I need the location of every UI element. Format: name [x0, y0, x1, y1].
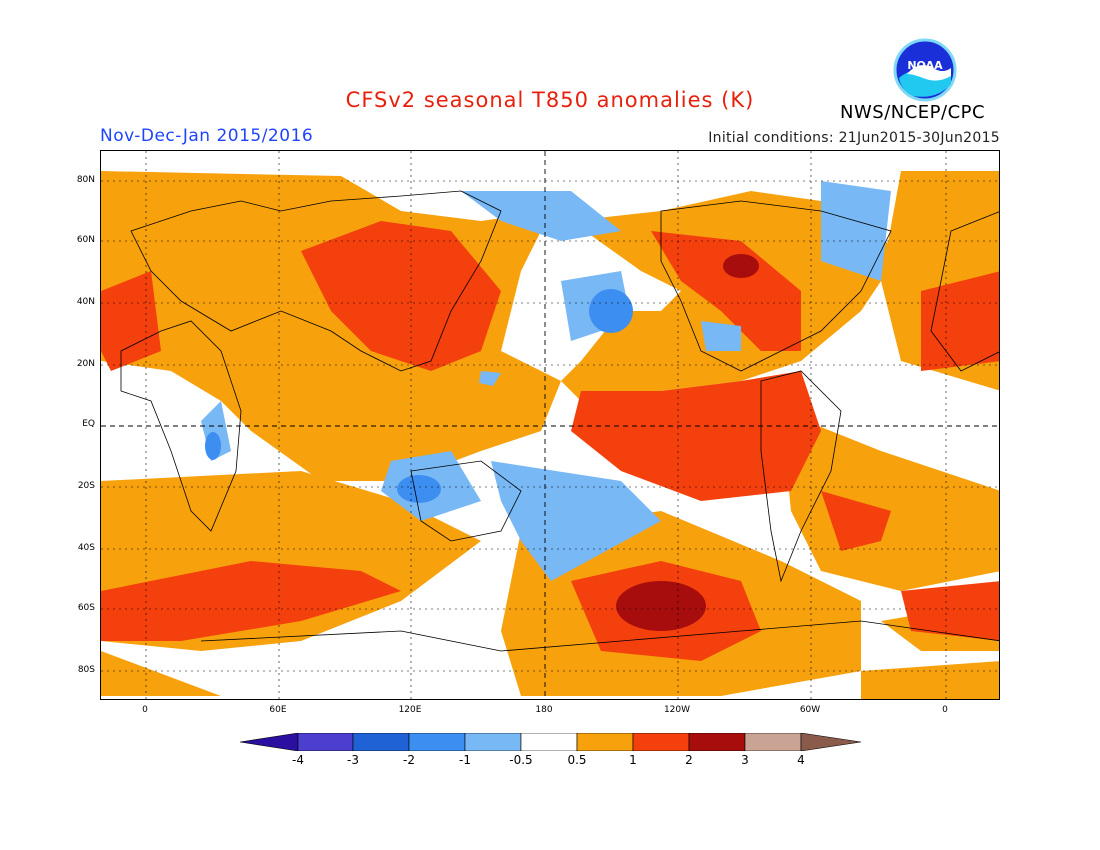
color-legend — [240, 733, 862, 751]
map-canvas — [101, 151, 999, 699]
lat-label: 20N — [76, 359, 95, 369]
warm-anomaly-high — [616, 254, 759, 631]
lon-label: 120W — [663, 705, 691, 715]
legend-label: 0.5 — [567, 753, 587, 767]
lat-label: 80S — [77, 665, 95, 675]
coastlines — [120, 190, 999, 652]
legend-swatch — [352, 733, 410, 751]
equator-dateline — [101, 151, 999, 699]
forecast-period: Nov-Dec-Jan 2015/2016 — [100, 126, 314, 146]
lat-label: EQ — [82, 419, 95, 429]
lon-label: 0 — [142, 705, 148, 715]
legend-swatch — [408, 733, 466, 751]
graticule — [101, 151, 999, 699]
legend-swatch — [688, 733, 746, 751]
lon-label: 60E — [269, 705, 287, 715]
lat-label: 60S — [77, 603, 95, 613]
lat-label: 80N — [76, 175, 95, 185]
lat-label: 40S — [77, 543, 95, 553]
legend-label: -2 — [403, 753, 415, 767]
legend-swatch — [520, 733, 578, 751]
anomaly-map — [100, 150, 1000, 700]
lon-label: 60W — [799, 705, 821, 715]
legend-label: 2 — [685, 753, 693, 767]
legend-label: 1 — [629, 753, 637, 767]
cool-anomaly-mid — [205, 289, 633, 503]
legend-label: 3 — [741, 753, 749, 767]
legend-swatch — [464, 733, 522, 751]
logo-text: NOAA — [907, 59, 943, 72]
noaa-logo: NOAA — [893, 38, 957, 102]
legend-label: -3 — [347, 753, 359, 767]
agency-label: NWS/NCEP/CPC — [840, 102, 986, 123]
legend-swatch — [297, 733, 354, 751]
legend-arrow-low — [240, 733, 299, 751]
legend-label: -4 — [292, 753, 304, 767]
legend-label: 4 — [797, 753, 805, 767]
legend-swatch — [744, 733, 802, 751]
legend-arrow-high — [800, 733, 862, 751]
initial-conditions: Initial conditions: 21Jun2015-30Jun2015 — [708, 130, 1000, 146]
lat-label: 60N — [76, 235, 95, 245]
lat-label: 40N — [76, 297, 95, 307]
lon-label: 120E — [398, 705, 422, 715]
lat-label: 20S — [77, 481, 95, 491]
lon-label: 0 — [942, 705, 948, 715]
lon-label: 180 — [535, 705, 553, 715]
legend-label: -0.5 — [509, 753, 533, 767]
map-title: CFSv2 seasonal T850 anomalies (K) — [345, 88, 755, 112]
legend-swatch — [576, 733, 634, 751]
legend-swatch — [632, 733, 690, 751]
legend-label: -1 — [459, 753, 471, 767]
